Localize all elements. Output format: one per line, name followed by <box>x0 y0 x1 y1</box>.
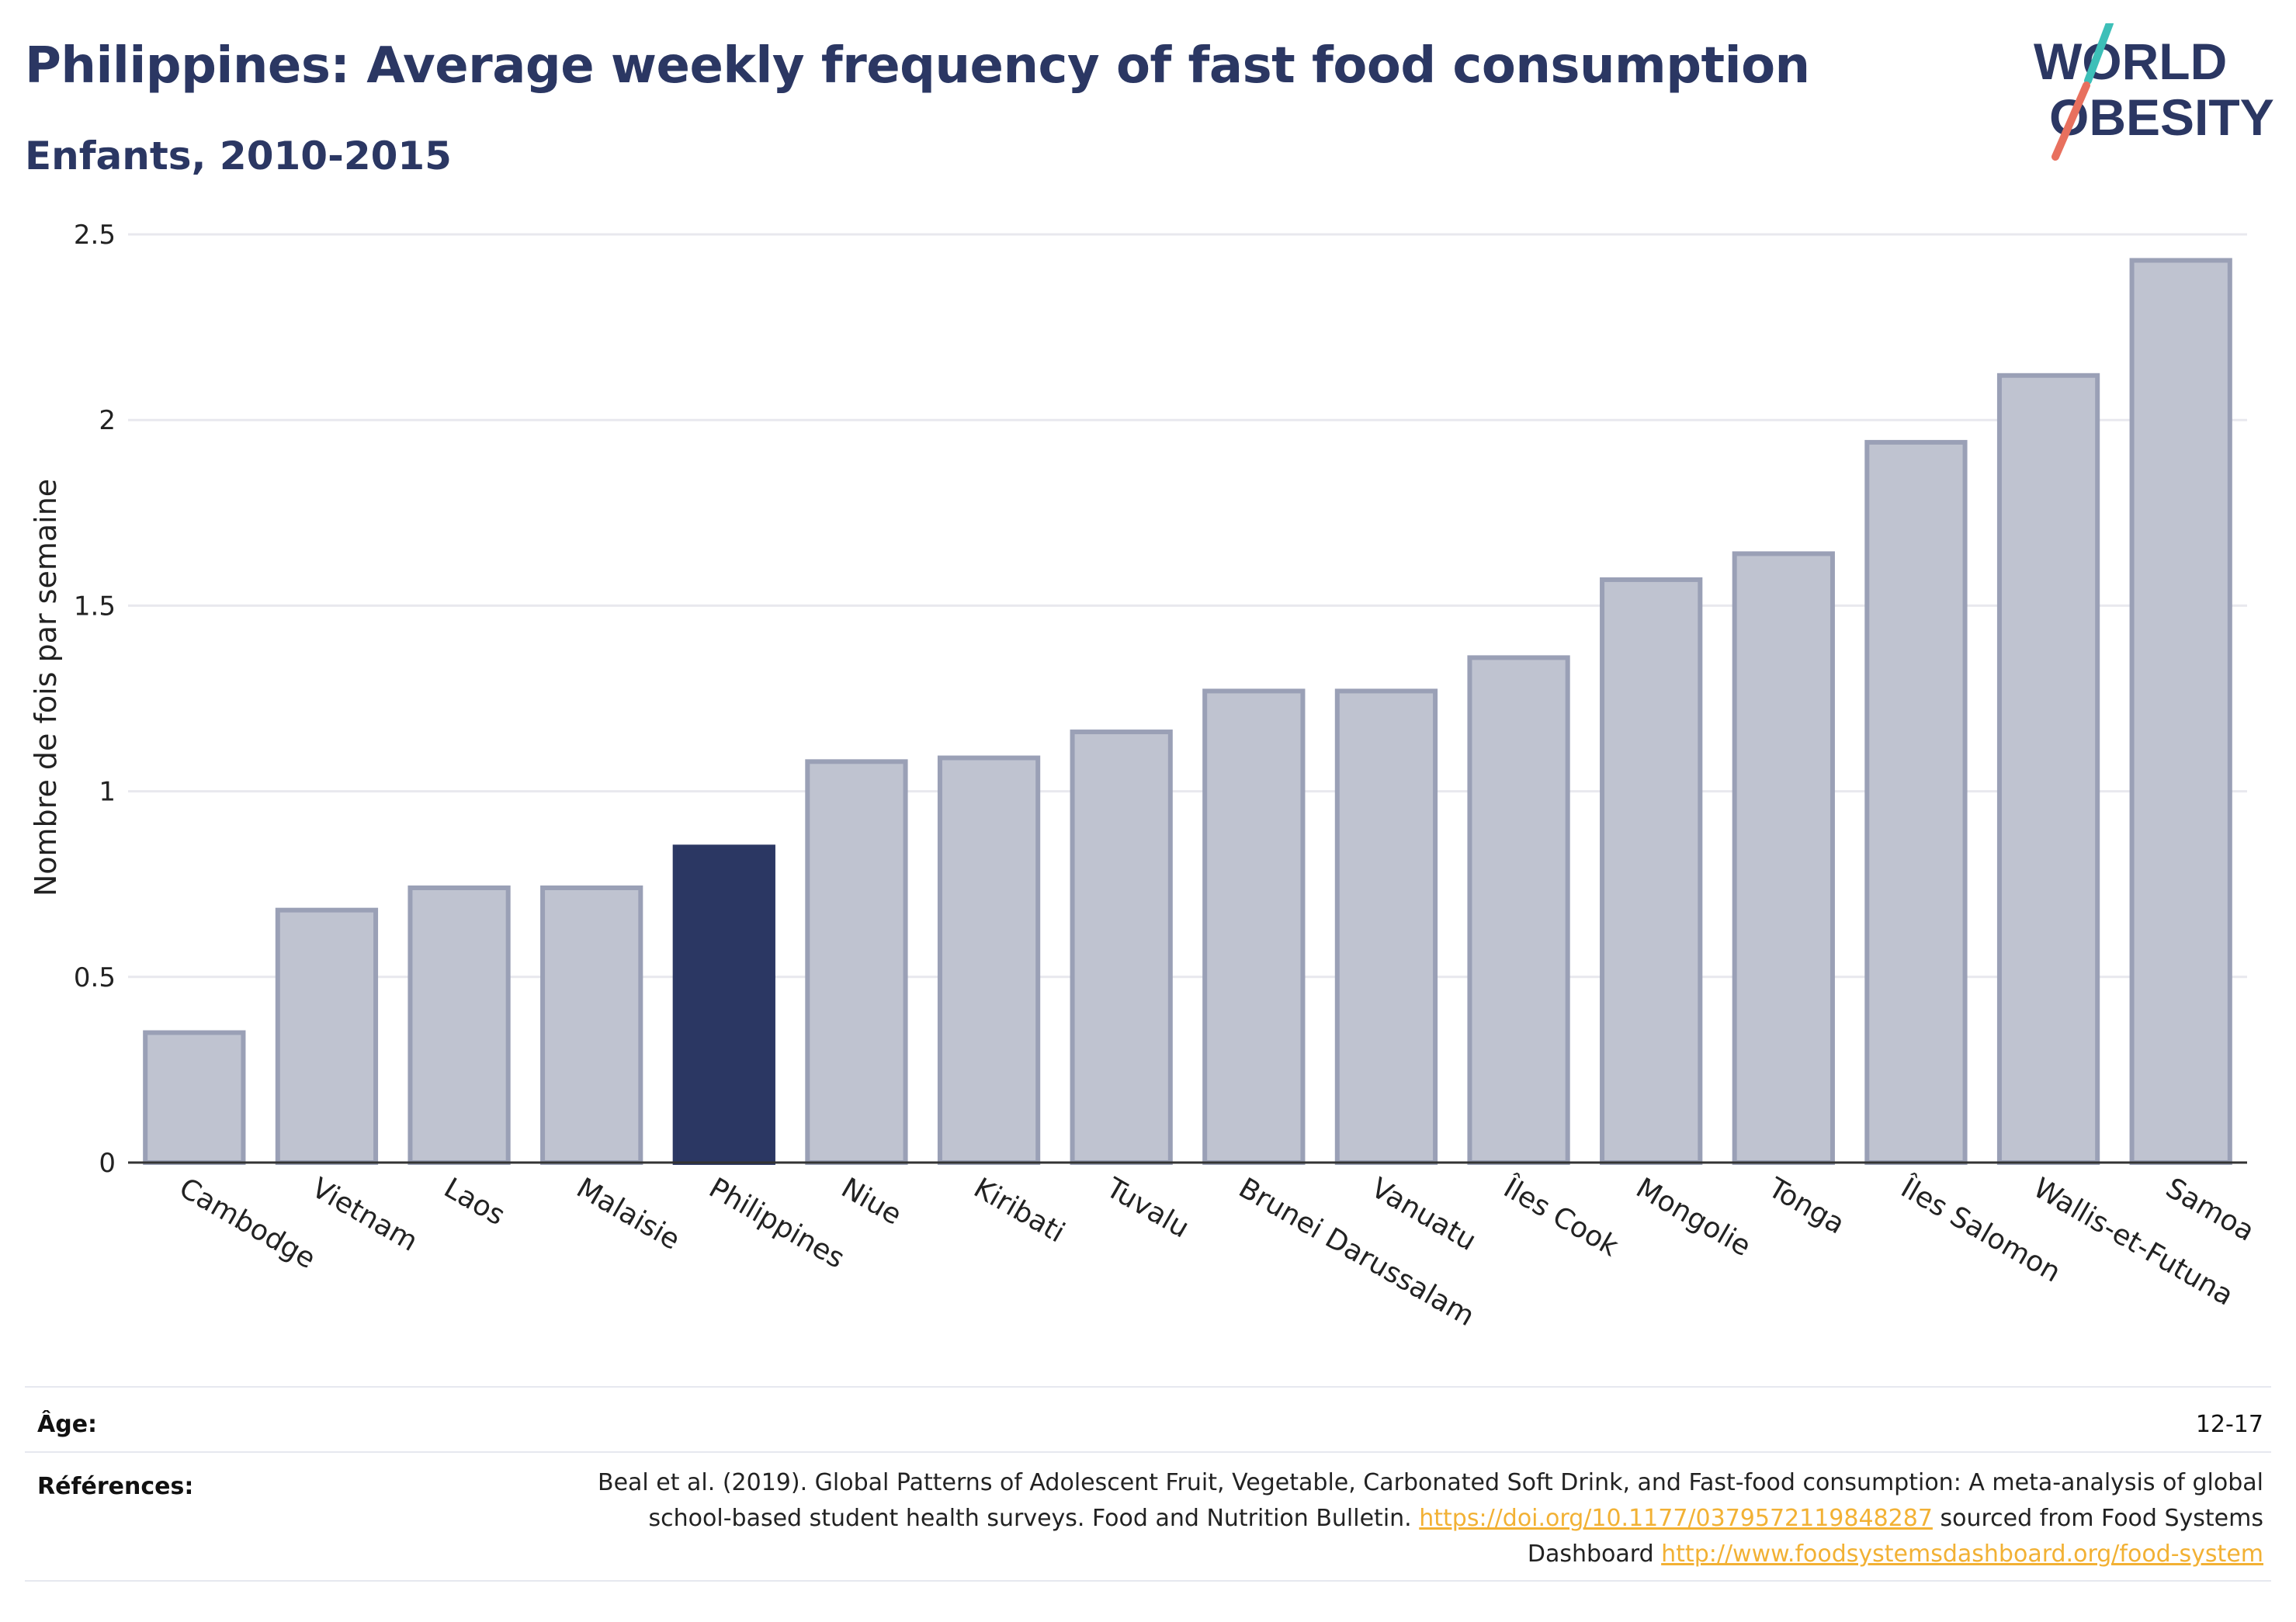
references-label: Références: <box>37 1473 194 1500</box>
bar-vietnam[interactable] <box>275 907 379 1165</box>
footer-divider-top <box>25 1386 2271 1388</box>
chart-title: Philippines: Average weekly frequency of… <box>25 37 1810 95</box>
bar-tuvalu[interactable] <box>1070 730 1173 1165</box>
x-tick-label: Niue <box>836 1172 907 1231</box>
x-tick-label: Brunei Darussalam <box>1233 1172 1479 1333</box>
bar-niue[interactable] <box>805 759 908 1165</box>
bar-vanuatu[interactable] <box>1334 688 1438 1165</box>
bar-wallis-et-futuna[interactable] <box>1996 373 2100 1165</box>
logo-slash-coral <box>2051 81 2090 161</box>
bars <box>143 258 2232 1166</box>
y-tick-label: 2.5 <box>74 220 116 251</box>
age-value: 12-17 <box>2195 1411 2263 1438</box>
references-text: Beal et al. (2019). Global Patterns of A… <box>556 1465 2263 1572</box>
dashboard-link[interactable]: http://www.foodsystemsdashboard.org/food… <box>1661 1541 2263 1568</box>
bar--les-salomon[interactable] <box>1864 439 1968 1165</box>
x-tick-label: Îles Cook <box>1497 1171 1624 1263</box>
x-tick-label: Tuvalu <box>1100 1172 1194 1245</box>
age-label: Âge: <box>37 1411 98 1438</box>
bar-cambodge[interactable] <box>143 1030 246 1166</box>
bar-philippines[interactable] <box>672 844 775 1165</box>
x-tick-label: Samoa <box>2160 1172 2260 1248</box>
world-obesity-logo: WORLD OBESITY <box>2034 23 2274 161</box>
y-tick-label: 1 <box>99 777 116 808</box>
y-tick-label: 0.5 <box>74 962 116 993</box>
x-tick-label: Vanuatu <box>1365 1172 1481 1257</box>
x-tick-label: Laos <box>439 1172 510 1232</box>
x-tick-label: Kiribati <box>969 1172 1070 1249</box>
x-tick-label: Malaisie <box>571 1172 685 1256</box>
footer-divider-bottom <box>25 1580 2271 1582</box>
y-tick-label: 2 <box>99 405 116 436</box>
bar-samoa[interactable] <box>2129 258 2232 1165</box>
x-tick-label: Mongolie <box>1631 1172 1757 1263</box>
logo-slash-teal <box>2084 23 2114 85</box>
y-tick-label: 0 <box>99 1148 116 1179</box>
x-tick-label: Tonga <box>1762 1172 1850 1241</box>
bar-laos[interactable] <box>408 885 511 1165</box>
bar-tonga[interactable] <box>1732 551 1835 1165</box>
footer-divider-mid <box>25 1451 2271 1453</box>
doi-link[interactable]: https://doi.org/10.1177/0379572119848287 <box>1419 1505 1933 1532</box>
logo-line2: OBESITY <box>2049 88 2274 146</box>
y-tick-label: 1.5 <box>74 591 116 622</box>
bar-mongolie[interactable] <box>1600 577 1703 1165</box>
y-axis-ticks: 0 0.5 1 1.5 2 2.5 <box>74 220 116 1179</box>
x-tick-label: Vietnam <box>306 1172 422 1258</box>
chart-subtitle: Enfants, 2010-2015 <box>25 133 452 178</box>
bar--les-cook[interactable] <box>1467 655 1570 1165</box>
reference-source: sourced from Food Systems Dashboard <box>1527 1505 2263 1568</box>
reference-citation: Beal et al. (2019). Global Patterns of A… <box>597 1469 2263 1532</box>
y-axis-title: Nombre de fois par semaine <box>29 479 63 896</box>
x-tick-label: Cambodge <box>174 1172 321 1275</box>
bar-kiribati[interactable] <box>937 755 1041 1165</box>
bar-brunei-darussalam[interactable] <box>1202 688 1306 1165</box>
x-tick-label: Philippines <box>703 1172 849 1274</box>
bar-malaisie[interactable] <box>540 885 643 1165</box>
logo-line1: WORLD <box>2034 33 2227 90</box>
